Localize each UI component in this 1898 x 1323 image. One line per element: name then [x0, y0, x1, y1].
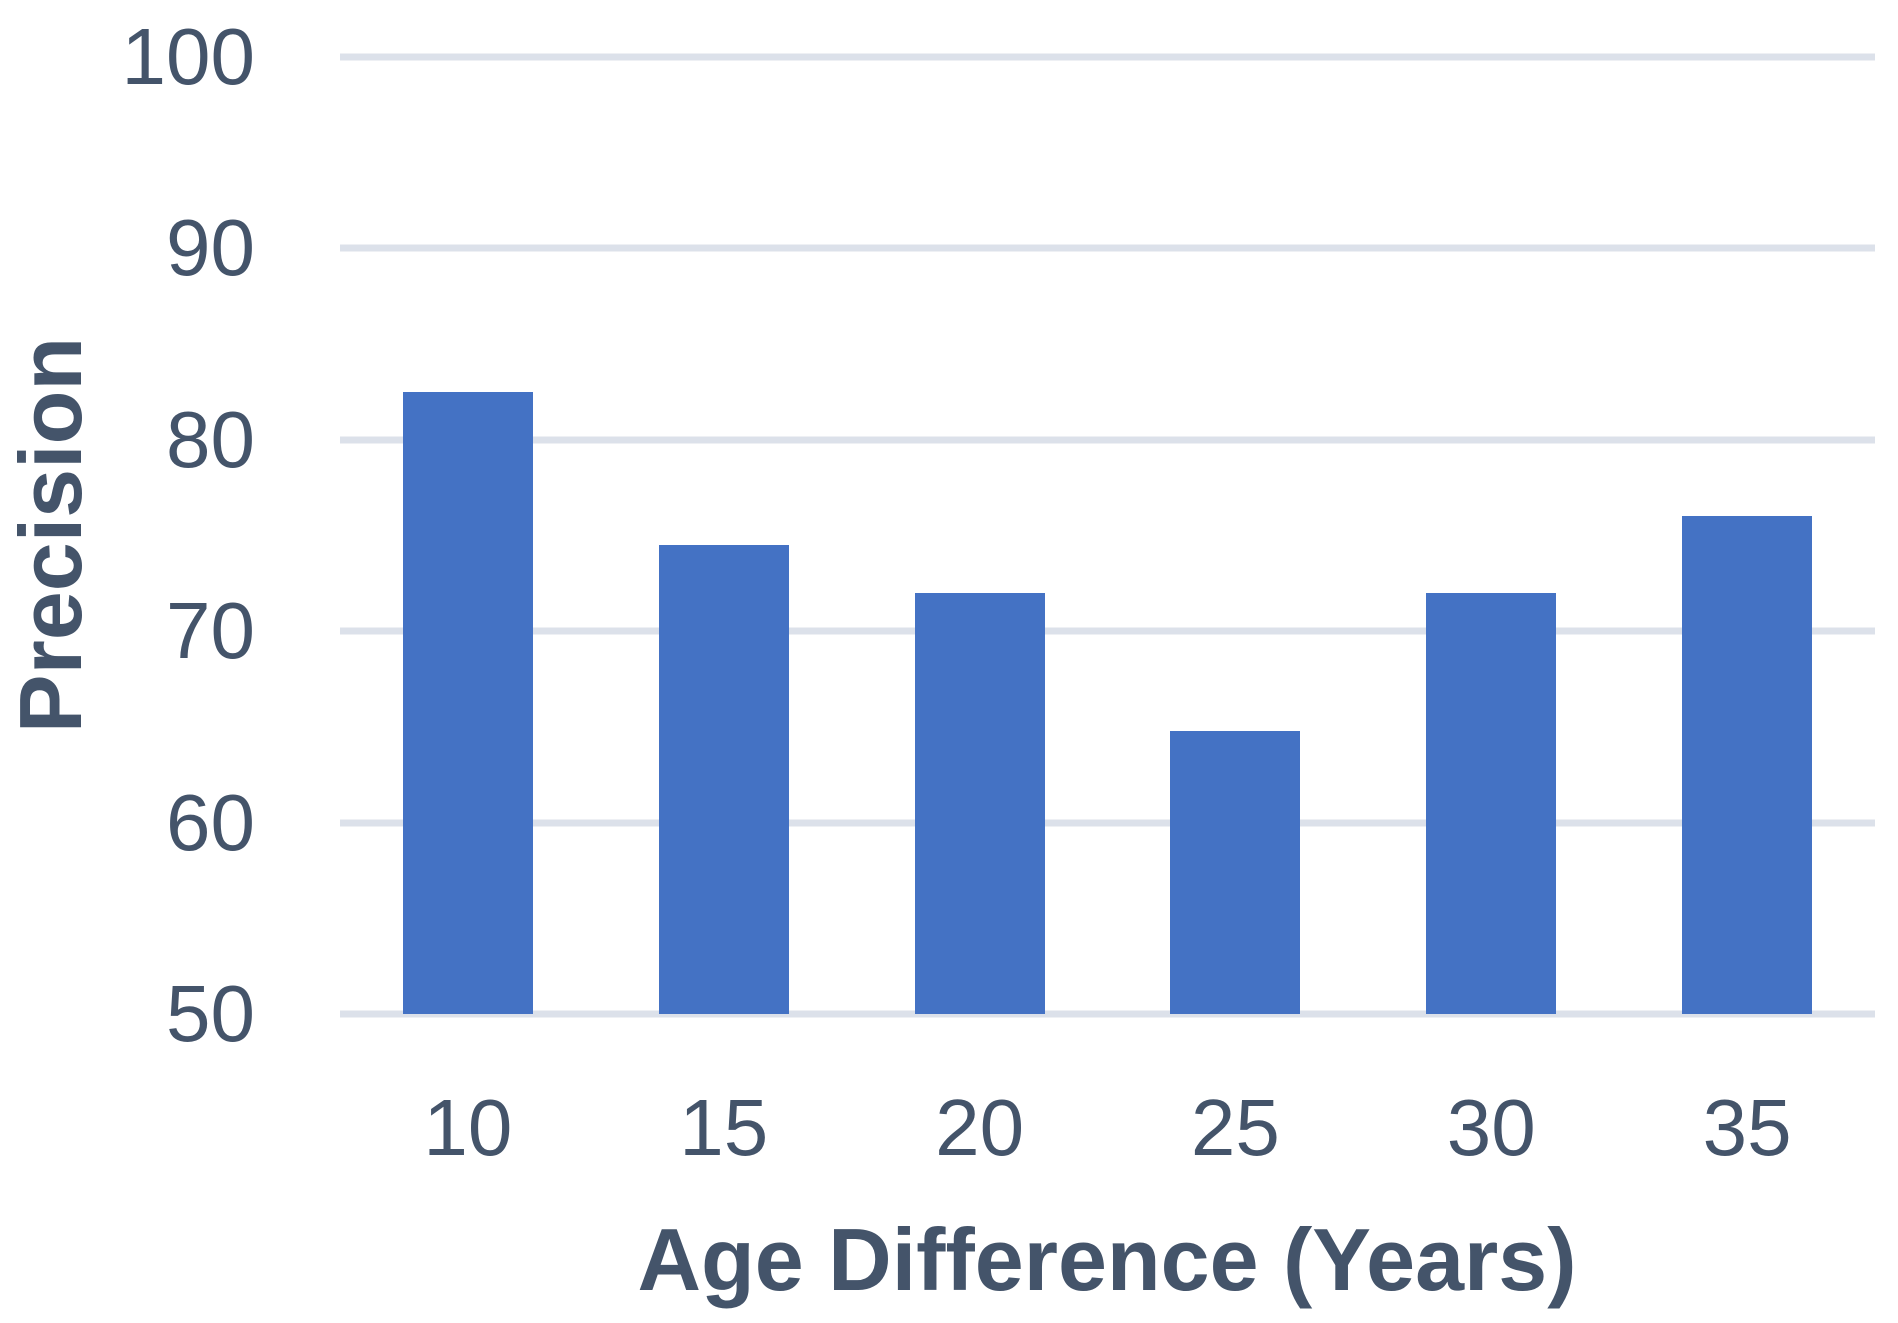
gridline-70	[340, 627, 1875, 635]
plot-area	[340, 53, 1875, 1018]
bar-15	[658, 545, 789, 1014]
y-tick-label: 100	[121, 12, 255, 101]
x-axis-tick-labels: 10 15 20 25 30 35	[340, 1078, 1875, 1178]
gridline-80	[340, 436, 1875, 444]
x-tick-label: 25	[1190, 1083, 1280, 1172]
x-tick-label: 20	[935, 1083, 1025, 1172]
y-tick-label: 80	[166, 394, 255, 484]
gridline-60	[340, 819, 1875, 827]
bar-25	[1170, 730, 1301, 1014]
x-tick-label: 10	[423, 1083, 513, 1172]
y-tick-label: 90	[166, 203, 255, 293]
x-tick-label: 15	[679, 1083, 769, 1172]
x-tick-label: 35	[1702, 1083, 1792, 1172]
gridline-90	[340, 244, 1875, 252]
bar-30	[1426, 592, 1557, 1014]
y-axis-tick-labels: 100 90 80 70 60 50	[0, 17, 255, 1054]
bar-20	[914, 592, 1045, 1014]
gridline-50	[340, 1010, 1875, 1018]
y-tick-label: 60	[166, 777, 255, 867]
x-tick-label: 30	[1446, 1083, 1536, 1172]
bar-10	[402, 391, 533, 1014]
bar-35	[1682, 516, 1813, 1014]
x-axis-title: Age Difference (Years)	[637, 1210, 1577, 1309]
y-tick-label: 50	[166, 969, 255, 1058]
y-tick-label: 70	[166, 586, 255, 676]
gridline-100	[340, 53, 1875, 61]
